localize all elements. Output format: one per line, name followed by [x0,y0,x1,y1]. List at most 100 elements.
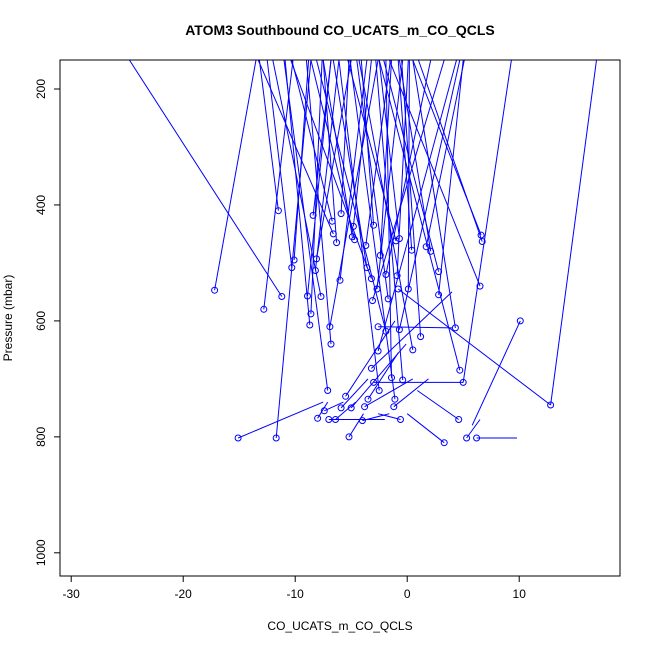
profile-line [307,60,332,297]
profile-line [471,320,521,426]
data-point [440,439,448,447]
profile-line [358,60,414,350]
profile-series [356,60,392,303]
profile-series [383,60,443,276]
profile-line [266,60,293,268]
profile-series [234,401,324,442]
data-point [516,317,524,325]
data-point [307,310,315,318]
data-point [382,271,390,278]
profile-series [211,60,257,294]
profile-series [435,60,464,299]
profile-line [378,326,453,329]
profile-series [258,60,282,215]
profile-line [377,413,401,420]
profile-line [462,60,512,383]
profile-series [463,419,481,442]
profile-series [361,378,414,411]
profile-series [388,60,484,290]
data-point [211,286,219,294]
profile-line [322,60,338,243]
profile-line [322,60,353,237]
profile-series [378,60,403,243]
profile-series [375,60,407,384]
profile-series [309,60,332,219]
data-point [459,378,467,386]
data-point [395,326,403,334]
profile-series [336,60,368,284]
data-point [320,407,328,415]
data-point [260,305,268,313]
x-tick-label: -10 [287,587,305,601]
profile-line [272,60,322,297]
data-point [337,210,345,218]
profile-series [401,60,425,341]
profile-line [316,60,352,259]
data-point [369,297,376,305]
data-point [306,321,314,329]
data-point [417,333,425,341]
data-point [333,239,341,247]
profile-series [377,413,404,423]
series-layer [128,60,597,447]
profile-series [364,352,399,403]
profile-line [550,60,597,406]
data-point [435,291,443,299]
y-axis: 200 400 600 800 1000 [34,79,61,566]
data-point [409,346,417,354]
profile-line [412,60,456,328]
profile-series [395,60,461,334]
profile-line [128,60,283,297]
y-tick-label: 200 [34,79,48,99]
profile-line [356,60,389,299]
y-tick-label: 400 [34,195,48,215]
profile-line [312,60,332,216]
profile-series [266,60,296,272]
profile-series [320,401,344,415]
profile-series [378,60,464,374]
profile-line [291,60,333,222]
profile-series [370,378,464,386]
data-point [375,387,383,394]
profile-line [257,60,334,235]
profile-series [272,60,312,442]
data-point [336,276,344,284]
x-axis-label: CO_UCATS_m_CO_QCLS [267,619,412,633]
profile-series [337,378,369,412]
profile-line [290,60,372,279]
data-point [361,403,369,411]
profile-line [284,60,311,326]
data-point [374,323,382,331]
data-point [451,324,459,332]
profile-series [272,60,325,300]
profile-line [406,413,445,444]
data-point [404,285,412,293]
profile-series [412,60,459,332]
profile-line [376,60,404,290]
y-tick-label: 800 [34,427,48,447]
profile-series [284,60,314,329]
profile-series [422,60,465,251]
profile-line [258,60,279,211]
profile-line [393,378,429,408]
data-point [362,242,370,249]
profile-series [406,413,448,447]
profile-line [388,60,481,287]
data-point [473,434,481,442]
profile-line [371,291,453,369]
profile-line [314,60,340,271]
data-point [317,293,325,300]
plot-area [59,59,621,577]
profile-series [473,434,517,442]
data-point [399,376,407,384]
data-point [324,387,332,394]
profile-series [305,60,335,348]
y-axis-label: Pressure (mbar) [1,275,15,362]
profile-series [417,60,486,245]
data-point [374,347,382,355]
data-point [278,293,286,300]
profile-line [352,60,372,227]
profile-line [378,60,400,239]
profile-line [316,60,387,332]
profile-series [260,60,294,313]
